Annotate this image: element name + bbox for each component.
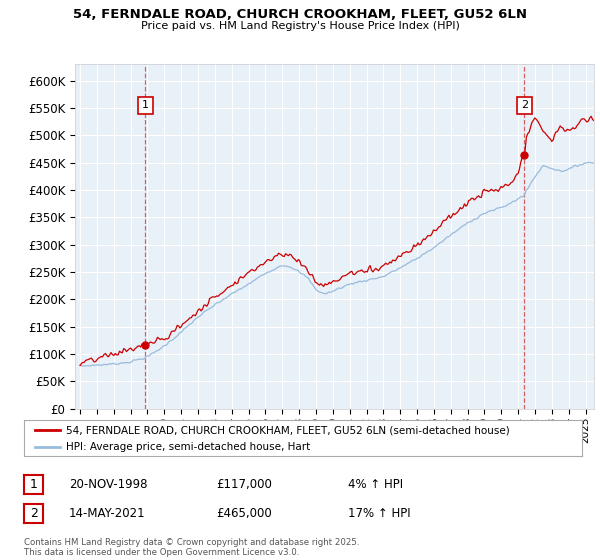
Text: 1: 1 — [142, 100, 149, 110]
Text: Price paid vs. HM Land Registry's House Price Index (HPI): Price paid vs. HM Land Registry's House … — [140, 21, 460, 31]
Text: £117,000: £117,000 — [216, 478, 272, 491]
Text: 1: 1 — [29, 478, 38, 491]
Text: Contains HM Land Registry data © Crown copyright and database right 2025.
This d: Contains HM Land Registry data © Crown c… — [24, 538, 359, 557]
Text: 54, FERNDALE ROAD, CHURCH CROOKHAM, FLEET, GU52 6LN: 54, FERNDALE ROAD, CHURCH CROOKHAM, FLEE… — [73, 8, 527, 21]
Text: 14-MAY-2021: 14-MAY-2021 — [69, 507, 146, 520]
Text: £465,000: £465,000 — [216, 507, 272, 520]
Text: 17% ↑ HPI: 17% ↑ HPI — [348, 507, 410, 520]
Text: 2: 2 — [29, 507, 38, 520]
Text: 54, FERNDALE ROAD, CHURCH CROOKHAM, FLEET, GU52 6LN (semi-detached house): 54, FERNDALE ROAD, CHURCH CROOKHAM, FLEE… — [66, 425, 509, 435]
Text: HPI: Average price, semi-detached house, Hart: HPI: Average price, semi-detached house,… — [66, 442, 310, 452]
Text: 4% ↑ HPI: 4% ↑ HPI — [348, 478, 403, 491]
Text: 20-NOV-1998: 20-NOV-1998 — [69, 478, 148, 491]
Text: 2: 2 — [521, 100, 528, 110]
